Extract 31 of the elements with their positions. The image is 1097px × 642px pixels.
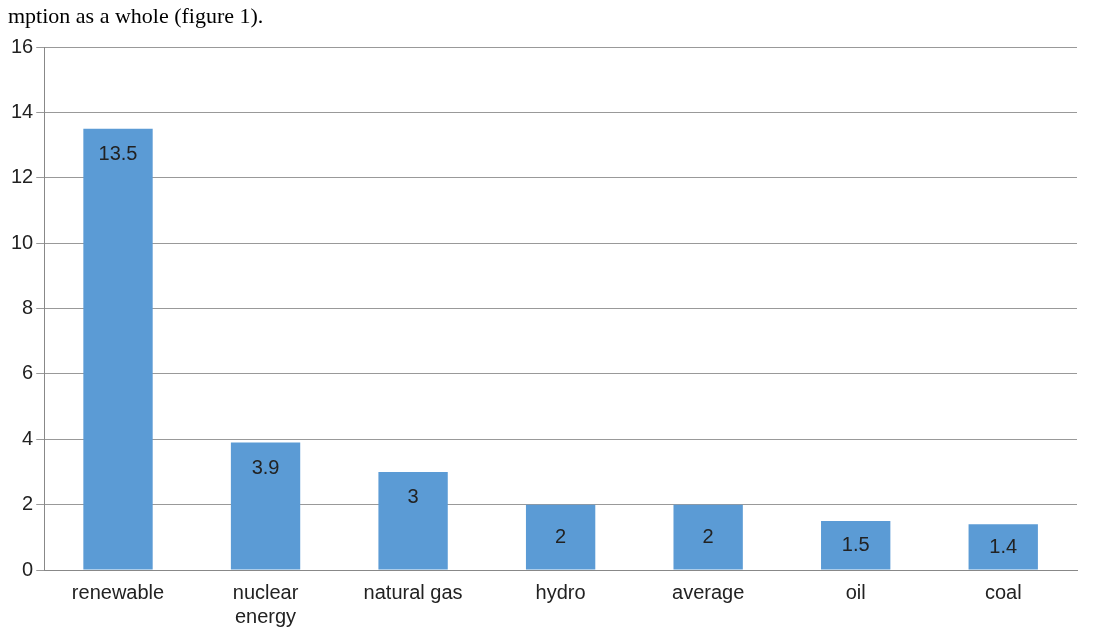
y-tick-label: 0	[22, 557, 34, 580]
data-label: 3	[407, 485, 419, 508]
x-tick-label: natural gas	[363, 580, 463, 603]
y-tick-label: 6	[22, 361, 34, 384]
y-tick-label: 10	[11, 230, 34, 253]
y-tick-label: 4	[22, 426, 34, 449]
y-tick-label: 2	[22, 492, 34, 515]
y-tick-label: 12	[11, 165, 34, 188]
bar	[968, 524, 1038, 570]
bar	[821, 520, 891, 570]
y-tick-label: 14	[11, 99, 34, 122]
x-tick-label: oil	[845, 580, 866, 603]
x-tick-label: average	[672, 580, 745, 603]
data-label: 2	[555, 524, 567, 547]
data-label: 1.4	[989, 534, 1018, 557]
data-label: 1.5	[841, 533, 870, 555]
x-tick-label: hydro	[535, 580, 586, 603]
data-label: 3.9	[251, 456, 280, 479]
x-tick-label: renewable	[71, 580, 165, 603]
x-tick-label: nuclear energy	[232, 580, 299, 627]
bar	[230, 442, 301, 570]
data-label: 13.5	[98, 142, 138, 165]
text: mption as a whole (figure 1).	[8, 7, 264, 28]
data-label: 2	[702, 524, 714, 547]
bar	[378, 471, 448, 570]
bar	[83, 128, 153, 570]
bar	[525, 504, 596, 570]
bar	[673, 504, 743, 570]
y-tick-label: 16	[11, 34, 34, 57]
x-tick-label: coal	[984, 580, 1022, 603]
y-tick-label: 8	[22, 296, 34, 319]
